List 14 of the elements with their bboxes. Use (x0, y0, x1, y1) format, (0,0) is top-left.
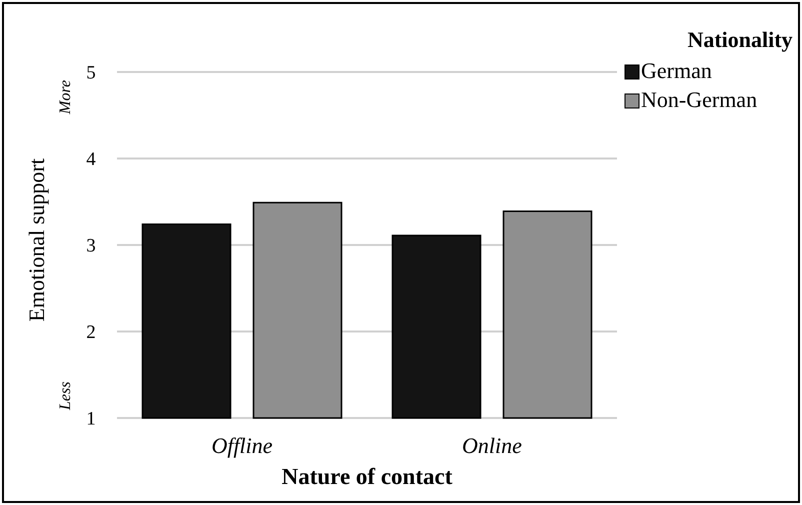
legend-label: Non-German (641, 87, 758, 112)
y-tick-label: 1 (86, 408, 96, 430)
y-tick-label: 4 (86, 149, 96, 170)
text: Less (57, 382, 74, 411)
legend-title: Nationality (687, 27, 793, 52)
x-tick-label: Offline (211, 433, 273, 458)
y-tick-label: 2 (86, 322, 96, 344)
x-tick-label: Online (462, 433, 522, 458)
text: More (57, 80, 74, 116)
x-axis-title: Nature of contact (282, 464, 453, 489)
y-axis-title: Emotional support (24, 158, 49, 322)
y-tick-label: 5 (86, 62, 96, 84)
y-tick-label: 3 (86, 236, 96, 257)
legend-label: German (641, 58, 712, 83)
